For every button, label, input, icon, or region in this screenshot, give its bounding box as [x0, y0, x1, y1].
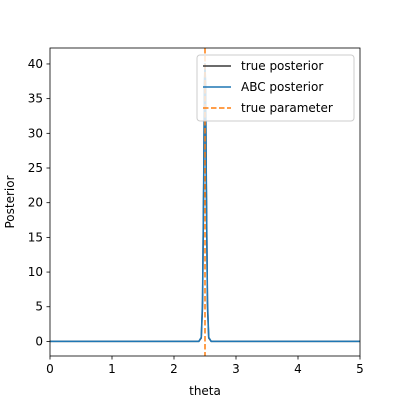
x-tick-label: 4: [294, 362, 302, 376]
y-axis-label: Posterior: [3, 175, 17, 228]
x-tick-label: 5: [356, 362, 364, 376]
y-tick-label: 25: [28, 161, 43, 175]
x-axis-label: theta: [189, 384, 221, 398]
x-tick-label: 3: [232, 362, 240, 376]
plot-frame: [49, 47, 361, 357]
legend-label-true-posterior: true posterior: [241, 59, 323, 73]
y-tick-label: 40: [28, 57, 43, 71]
y-tick-label: 35: [28, 92, 43, 106]
legend: true posterior ABC posterior true paramete…: [196, 54, 355, 122]
legend-box: [196, 54, 355, 122]
x-tick-label: 0: [46, 362, 54, 376]
axes-layer: 0 1 2 3 4 5 0 5 10 15 20 25 30 35 40: [28, 47, 364, 376]
x-tick-label: 1: [108, 362, 116, 376]
legend-label-abc-posterior: ABC posterior: [241, 80, 323, 94]
y-tick-label: 15: [28, 230, 43, 244]
y-tick-label: 0: [35, 334, 43, 348]
x-tick-label: 2: [170, 362, 178, 376]
y-tick-label: 5: [35, 300, 43, 314]
y-tick-label: 30: [28, 126, 43, 140]
legend-label-true-parameter: true parameter: [241, 101, 333, 115]
y-tick-label: 20: [28, 196, 43, 210]
y-tick-label: 10: [28, 265, 43, 279]
